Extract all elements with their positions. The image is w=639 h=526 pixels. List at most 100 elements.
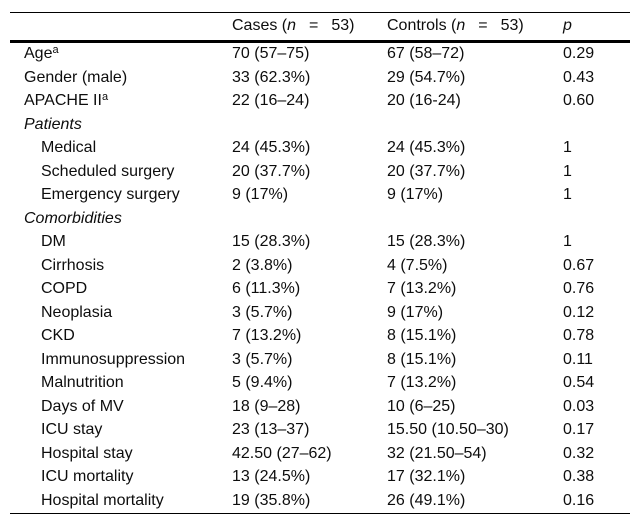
row-label-text: Age xyxy=(24,45,53,63)
table-row: Emergency surgery 9 (17%) 9 (17%) 1 xyxy=(10,184,630,208)
table-row: ICU mortality 13 (24.5%) 17 (32.1%) 0.38 xyxy=(10,466,630,490)
row-label-text: APACHE II xyxy=(24,92,102,110)
header-cases-count: 53) xyxy=(331,17,355,35)
p-value: 0.03 xyxy=(563,397,595,415)
cases-value: 23 (13–37) xyxy=(232,421,310,439)
p-value: 0.38 xyxy=(563,468,595,486)
controls-value: 8 (15.1%) xyxy=(387,327,457,345)
cases-value: 13 (24.5%) xyxy=(232,468,311,486)
table-row: Neoplasia 3 (5.7%) 9 (17%) 0.12 xyxy=(10,301,630,325)
row-label-text: Immunosuppression xyxy=(41,350,186,368)
header-controls-text: Controls ( xyxy=(387,17,457,35)
row-label-text: Malnutrition xyxy=(41,374,124,392)
controls-value: 9 (17%) xyxy=(387,186,444,204)
p-value: 0.16 xyxy=(563,491,595,509)
row-label: CKD xyxy=(10,327,232,345)
row-label-text: DM xyxy=(41,233,66,251)
table-row: DM 15 (28.3%) 15 (28.3%) 1 xyxy=(10,231,630,255)
row-label-text: CKD xyxy=(41,327,75,345)
row-label-text: Medical xyxy=(41,139,97,157)
controls-value: 26 (49.1%) xyxy=(387,491,466,509)
table-row: Medical 24 (45.3%) 24 (45.3%) 1 xyxy=(10,137,630,161)
header-p-label: p xyxy=(563,17,572,35)
controls-value: 7 (13.2%) xyxy=(387,374,457,392)
table-row: Scheduled surgery 20 (37.7%) 20 (37.7%) … xyxy=(10,160,630,184)
row-label: Medical xyxy=(10,139,232,157)
row-label-text: ICU mortality xyxy=(41,468,134,486)
table-row: Cirrhosis 2 (3.8%) 4 (7.5%) 0.67 xyxy=(10,254,630,278)
table-row: Malnutrition 5 (9.4%) 7 (13.2%) 0.54 xyxy=(10,372,630,396)
header-controls-count: 53) xyxy=(500,17,524,35)
p-value: 0.17 xyxy=(563,421,595,439)
header-cases: Cases (n = 53) xyxy=(232,17,387,35)
header-cases-equals: = xyxy=(309,17,319,35)
row-label: Hospital mortality xyxy=(10,492,232,510)
header-cases-text: Cases ( xyxy=(232,17,288,35)
row-label: DM xyxy=(10,233,232,251)
row-label: Patients xyxy=(10,116,232,134)
row-label-text: Gender (male) xyxy=(24,68,128,86)
footnote-marker: a xyxy=(52,44,59,57)
table-row: Patients xyxy=(10,113,630,137)
header-cases-n: n xyxy=(287,17,297,35)
table-row: Comorbidities xyxy=(10,207,630,231)
row-label: COPD xyxy=(10,280,232,298)
table-row: COPD 6 (11.3%) 7 (13.2%) 0.76 xyxy=(10,278,630,302)
cases-value: 20 (37.7%) xyxy=(232,162,311,180)
row-label-text: Emergency surgery xyxy=(41,186,180,204)
row-label-text: ICU stay xyxy=(41,421,103,439)
cases-value: 2 (3.8%) xyxy=(232,256,293,274)
controls-value: 67 (58–72) xyxy=(387,45,465,63)
table-body: Agea 70 (57–75) 67 (58–72) 0.29 Gender (… xyxy=(10,43,630,514)
p-value: 0.12 xyxy=(563,303,595,321)
row-label: Hospital stay xyxy=(10,445,232,463)
header-controls-equals: = xyxy=(478,17,488,35)
row-label-text: Days of MV xyxy=(41,397,124,415)
table-row: ICU stay 23 (13–37) 15.50 (10.50–30) 0.1… xyxy=(10,419,630,443)
controls-value: 10 (6–25) xyxy=(387,397,456,415)
table-row: Hospital stay 42.50 (27–62) 32 (21.50–54… xyxy=(10,442,630,466)
header-controls: Controls (n = 53) xyxy=(387,17,563,35)
p-value: 0.60 xyxy=(563,92,595,110)
row-label: Neoplasia xyxy=(10,304,232,322)
cases-value: 18 (9–28) xyxy=(232,397,301,415)
p-value: 1 xyxy=(563,186,572,204)
p-value: 0.76 xyxy=(563,280,595,298)
p-value: 1 xyxy=(563,233,572,251)
cases-value: 5 (9.4%) xyxy=(232,374,293,392)
header-p: p xyxy=(563,17,630,35)
controls-value: 17 (32.1%) xyxy=(387,468,466,486)
row-label: Days of MV xyxy=(10,398,232,416)
controls-value: 8 (15.1%) xyxy=(387,350,457,368)
row-label: Emergency surgery xyxy=(10,186,232,204)
footnote-marker: a xyxy=(101,91,109,104)
cases-value: 7 (13.2%) xyxy=(232,327,302,345)
controls-value: 7 (13.2%) xyxy=(387,280,457,298)
p-value: 0.67 xyxy=(563,256,595,274)
table-row: CKD 7 (13.2%) 8 (15.1%) 0.78 xyxy=(10,325,630,349)
cases-value: 19 (35.8%) xyxy=(232,491,311,509)
cases-value: 15 (28.3%) xyxy=(232,233,311,251)
controls-value: 4 (7.5%) xyxy=(387,256,448,274)
table-header-row: Cases (n = 53) Controls (n = 53) p xyxy=(10,12,630,43)
row-label-text: Scheduled surgery xyxy=(41,162,175,180)
controls-value: 29 (54.7%) xyxy=(387,68,466,86)
row-label: APACHE IIa xyxy=(10,92,232,110)
cases-value: 3 (5.7%) xyxy=(232,303,293,321)
controls-value: 15 (28.3%) xyxy=(387,233,466,251)
row-label-text: Cirrhosis xyxy=(41,256,105,274)
table-row: Days of MV 18 (9–28) 10 (6–25) 0.03 xyxy=(10,395,630,419)
row-label-text: Hospital stay xyxy=(41,444,133,462)
row-label: Agea xyxy=(10,45,232,63)
row-label-text: Hospital mortality xyxy=(41,491,164,509)
p-value: 0.29 xyxy=(563,45,595,63)
p-value: 0.43 xyxy=(563,68,595,86)
row-label: Gender (male) xyxy=(10,69,232,87)
p-value: 1 xyxy=(563,139,572,157)
header-controls-n: n xyxy=(456,17,466,35)
cases-value: 42.50 (27–62) xyxy=(232,444,332,462)
row-label-text: Comorbidities xyxy=(24,209,122,227)
controls-value: 15.50 (10.50–30) xyxy=(387,421,509,439)
cases-value: 22 (16–24) xyxy=(232,92,310,110)
cases-value: 33 (62.3%) xyxy=(232,68,311,86)
